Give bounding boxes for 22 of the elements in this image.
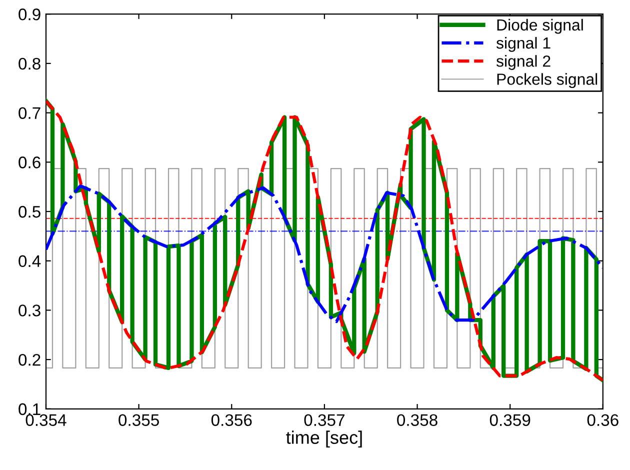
y-tick-label: 0.1 (18, 403, 40, 416)
legend-label: Diode signal (497, 18, 583, 34)
y-tick-label: 0.8 (18, 58, 40, 70)
x-axis-title: time [sec] (286, 430, 362, 448)
line-series (46, 184, 603, 324)
y-tick-label: 0.3 (18, 304, 40, 316)
y-tick-label: 0.6 (18, 156, 40, 168)
y-tick-label: 0.2 (18, 354, 40, 366)
y-tick-label: 0.5 (18, 206, 40, 218)
x-tick-label: 0.355 (118, 414, 159, 426)
legend-label: Pockels signal (497, 73, 598, 88)
x-tick-label: 0.358 (397, 414, 438, 426)
x-tick-label: 0.354 (26, 414, 66, 426)
y-tick-label: 0.9 (18, 8, 40, 20)
legend-label: signal 2 (496, 55, 550, 70)
legend-label: signal 1 (496, 36, 550, 52)
y-tick-label: 0.7 (18, 107, 40, 120)
x-tick-label: 0.359 (490, 414, 530, 426)
x-tick-label: 0.356 (211, 414, 252, 426)
y-tick-label: 0.4 (18, 255, 41, 268)
x-tick-label: 0.357 (304, 414, 344, 426)
x-tick-label: 0.36 (587, 414, 618, 426)
